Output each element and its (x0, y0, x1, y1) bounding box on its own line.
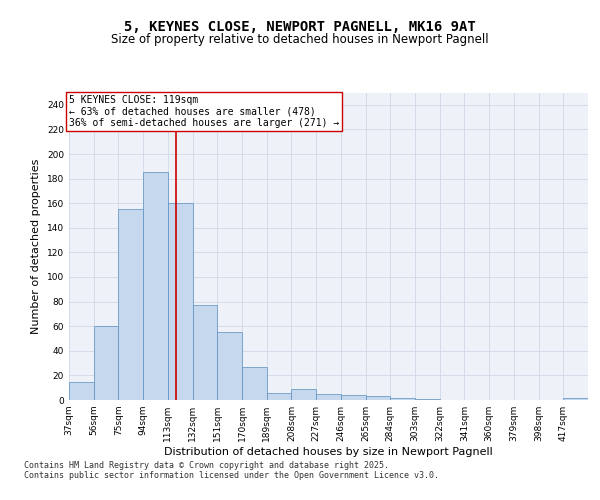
Bar (415, 399, 440, 400)
Y-axis label: Number of detached properties: Number of detached properties (31, 158, 41, 334)
Bar (242, 367, 267, 400)
Bar (563, 398, 588, 400)
Text: 5 KEYNES CLOSE: 119sqm
← 63% of detached houses are smaller (478)
36% of semi-de: 5 KEYNES CLOSE: 119sqm ← 63% of detached… (69, 95, 339, 128)
Text: 5, KEYNES CLOSE, NEWPORT PAGNELL, MK16 9AT: 5, KEYNES CLOSE, NEWPORT PAGNELL, MK16 9… (124, 20, 476, 34)
Bar (390, 398, 415, 400)
Bar (193, 306, 217, 400)
Bar (118, 210, 143, 400)
Bar (94, 326, 118, 400)
Bar (316, 394, 341, 400)
Text: Size of property relative to detached houses in Newport Pagnell: Size of property relative to detached ho… (111, 32, 489, 46)
X-axis label: Distribution of detached houses by size in Newport Pagnell: Distribution of detached houses by size … (164, 447, 493, 457)
Text: Contains HM Land Registry data © Crown copyright and database right 2025.
Contai: Contains HM Land Registry data © Crown c… (24, 460, 439, 480)
Bar (143, 172, 168, 400)
Bar (217, 332, 242, 400)
Bar (168, 203, 193, 400)
Bar (365, 396, 390, 400)
Bar (69, 382, 94, 400)
Bar (292, 389, 316, 400)
Bar (267, 392, 292, 400)
Bar (341, 395, 365, 400)
